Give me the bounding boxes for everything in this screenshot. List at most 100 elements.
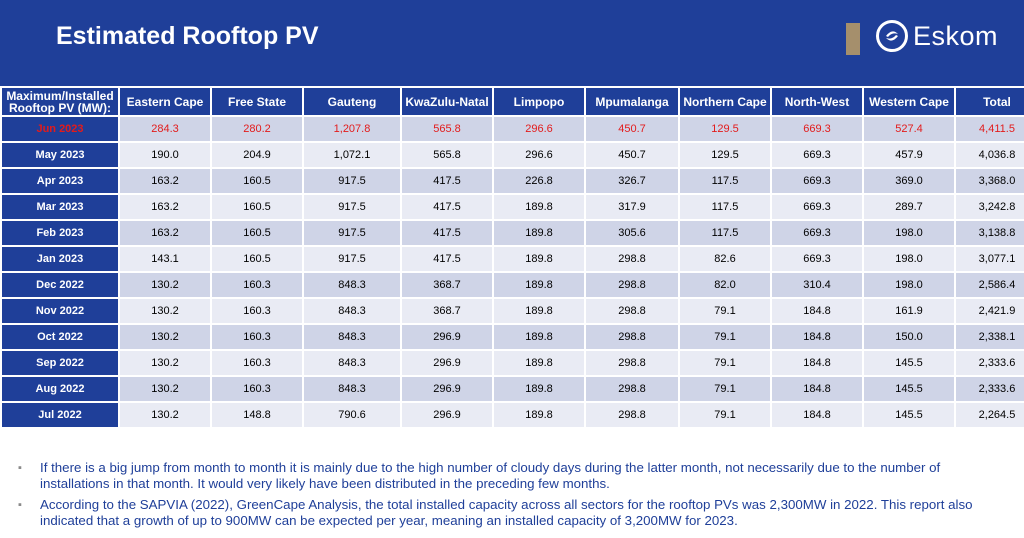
- table-row: May 2023 190.0 204.9 1,072.1 565.8 296.6 450.7…: [2, 143, 1024, 167]
- table-row: Jan 2023 143.1 160.5 917.5 417.5 189.8 298.8 82…: [2, 247, 1024, 271]
- table-cell: 298.8: [586, 351, 678, 375]
- table-cell: 190.0: [120, 143, 210, 167]
- brand-accent-bar: [846, 23, 860, 55]
- table-cell: 130.2: [120, 299, 210, 323]
- row-label: Sep 2022: [2, 351, 118, 375]
- table-cell: 148.8: [212, 403, 302, 427]
- table-cell: 160.3: [212, 273, 302, 297]
- table-row: Aug 2022 130.2 160.3 848.3 296.9 189.8 298.8 79…: [2, 377, 1024, 401]
- row-label: Jun 2023: [2, 117, 118, 141]
- table-cell: 4,036.8: [956, 143, 1024, 167]
- column-header: Northern Cape: [680, 88, 770, 115]
- table-cell: 3,138.8: [956, 221, 1024, 245]
- table-cell: 184.8: [772, 377, 862, 401]
- table-cell: 117.5: [680, 221, 770, 245]
- table-cell: 117.5: [680, 195, 770, 219]
- table-cell: 184.8: [772, 325, 862, 349]
- column-header: Maximum/Installed Rooftop PV (MW):: [2, 88, 118, 115]
- note-item: ▪ If there is a big jump from month to m…: [18, 460, 1008, 492]
- table-cell: 669.3: [772, 143, 862, 167]
- row-label: Dec 2022: [2, 273, 118, 297]
- table-cell: 3,242.8: [956, 195, 1024, 219]
- table-cell: 284.3: [120, 117, 210, 141]
- table-cell: 296.9: [402, 351, 492, 375]
- table-cell: 669.3: [772, 221, 862, 245]
- table-cell: 189.8: [494, 299, 584, 323]
- table-row: Mar 2023 163.2 160.5 917.5 417.5 189.8 317.9 11…: [2, 195, 1024, 219]
- table-cell: 2,586.4: [956, 273, 1024, 297]
- table-cell: 161.9: [864, 299, 954, 323]
- table-cell: 160.3: [212, 351, 302, 375]
- table-cell: 79.1: [680, 299, 770, 323]
- table-cell: 2,333.6: [956, 351, 1024, 375]
- bullet-icon: ▪: [18, 499, 22, 511]
- table-cell: 848.3: [304, 377, 400, 401]
- table-cell: 417.5: [402, 169, 492, 193]
- table-cell: 848.3: [304, 299, 400, 323]
- table-cell: 305.6: [586, 221, 678, 245]
- table-cell: 2,333.6: [956, 377, 1024, 401]
- table-cell: 189.8: [494, 325, 584, 349]
- table-cell: 117.5: [680, 169, 770, 193]
- table-cell: 160.5: [212, 169, 302, 193]
- row-label: Jan 2023: [2, 247, 118, 271]
- slide-title: Estimated Rooftop PV: [56, 22, 319, 50]
- note-item: ▪ According to the SAPVIA (2022), GreenC…: [18, 497, 1008, 529]
- table-cell: 368.7: [402, 299, 492, 323]
- note-text: If there is a big jump from month to mon…: [40, 460, 941, 491]
- table-cell: 848.3: [304, 351, 400, 375]
- table-cell: 163.2: [120, 195, 210, 219]
- table-cell: 450.7: [586, 143, 678, 167]
- table-cell: 4,411.5: [956, 117, 1024, 141]
- table-cell: 369.0: [864, 169, 954, 193]
- table-cell: 145.5: [864, 351, 954, 375]
- table-cell: 79.1: [680, 377, 770, 401]
- note-text: According to the SAPVIA (2022), GreenCap…: [40, 497, 973, 528]
- table-row: Feb 2023 163.2 160.5 917.5 417.5 189.8 305.6 11…: [2, 221, 1024, 245]
- table-cell: 129.5: [680, 143, 770, 167]
- table-cell: 669.3: [772, 117, 862, 141]
- table-cell: 296.9: [402, 325, 492, 349]
- table-cell: 160.3: [212, 377, 302, 401]
- table-cell: 189.8: [494, 247, 584, 271]
- table-cell: 198.0: [864, 221, 954, 245]
- table-cell: 160.5: [212, 247, 302, 271]
- table-cell: 2,421.9: [956, 299, 1024, 323]
- table-cell: 917.5: [304, 247, 400, 271]
- table-cell: 417.5: [402, 195, 492, 219]
- table-cell: 3,368.0: [956, 169, 1024, 193]
- bullet-icon: ▪: [18, 462, 22, 474]
- column-header: Free State: [212, 88, 302, 115]
- table-row: Sep 2022 130.2 160.3 848.3 296.9 189.8 298.8 79…: [2, 351, 1024, 375]
- table-row: Jun 2023 284.3 280.2 1,207.8 565.8 296.6 450.7…: [2, 117, 1024, 141]
- table-cell: 1,207.8: [304, 117, 400, 141]
- table-cell: 527.4: [864, 117, 954, 141]
- table-cell: 3,077.1: [956, 247, 1024, 271]
- table-cell: 130.2: [120, 273, 210, 297]
- table-cell: 326.7: [586, 169, 678, 193]
- table-cell: 160.3: [212, 325, 302, 349]
- table-cell: 204.9: [212, 143, 302, 167]
- table-cell: 298.8: [586, 247, 678, 271]
- column-header: Mpumalanga: [586, 88, 678, 115]
- column-header: Western Cape: [864, 88, 954, 115]
- table-cell: 198.0: [864, 273, 954, 297]
- table-cell: 198.0: [864, 247, 954, 271]
- table-cell: 917.5: [304, 221, 400, 245]
- table-cell: 669.3: [772, 195, 862, 219]
- table-cell: 160.5: [212, 221, 302, 245]
- table-cell: 189.8: [494, 221, 584, 245]
- table-cell: 317.9: [586, 195, 678, 219]
- slide-header: Estimated Rooftop PV Eskom: [0, 0, 1024, 86]
- row-label: Mar 2023: [2, 195, 118, 219]
- table-cell: 130.2: [120, 377, 210, 401]
- table-header-row: Maximum/Installed Rooftop PV (MW): Easte…: [2, 88, 1024, 115]
- table-cell: 298.8: [586, 325, 678, 349]
- row-label: Jul 2022: [2, 403, 118, 427]
- table-cell: 130.2: [120, 351, 210, 375]
- table-cell: 289.7: [864, 195, 954, 219]
- rooftop-pv-table: Maximum/Installed Rooftop PV (MW): Easte…: [0, 86, 1024, 429]
- table-cell: 145.5: [864, 377, 954, 401]
- table-cell: 565.8: [402, 117, 492, 141]
- table-cell: 368.7: [402, 273, 492, 297]
